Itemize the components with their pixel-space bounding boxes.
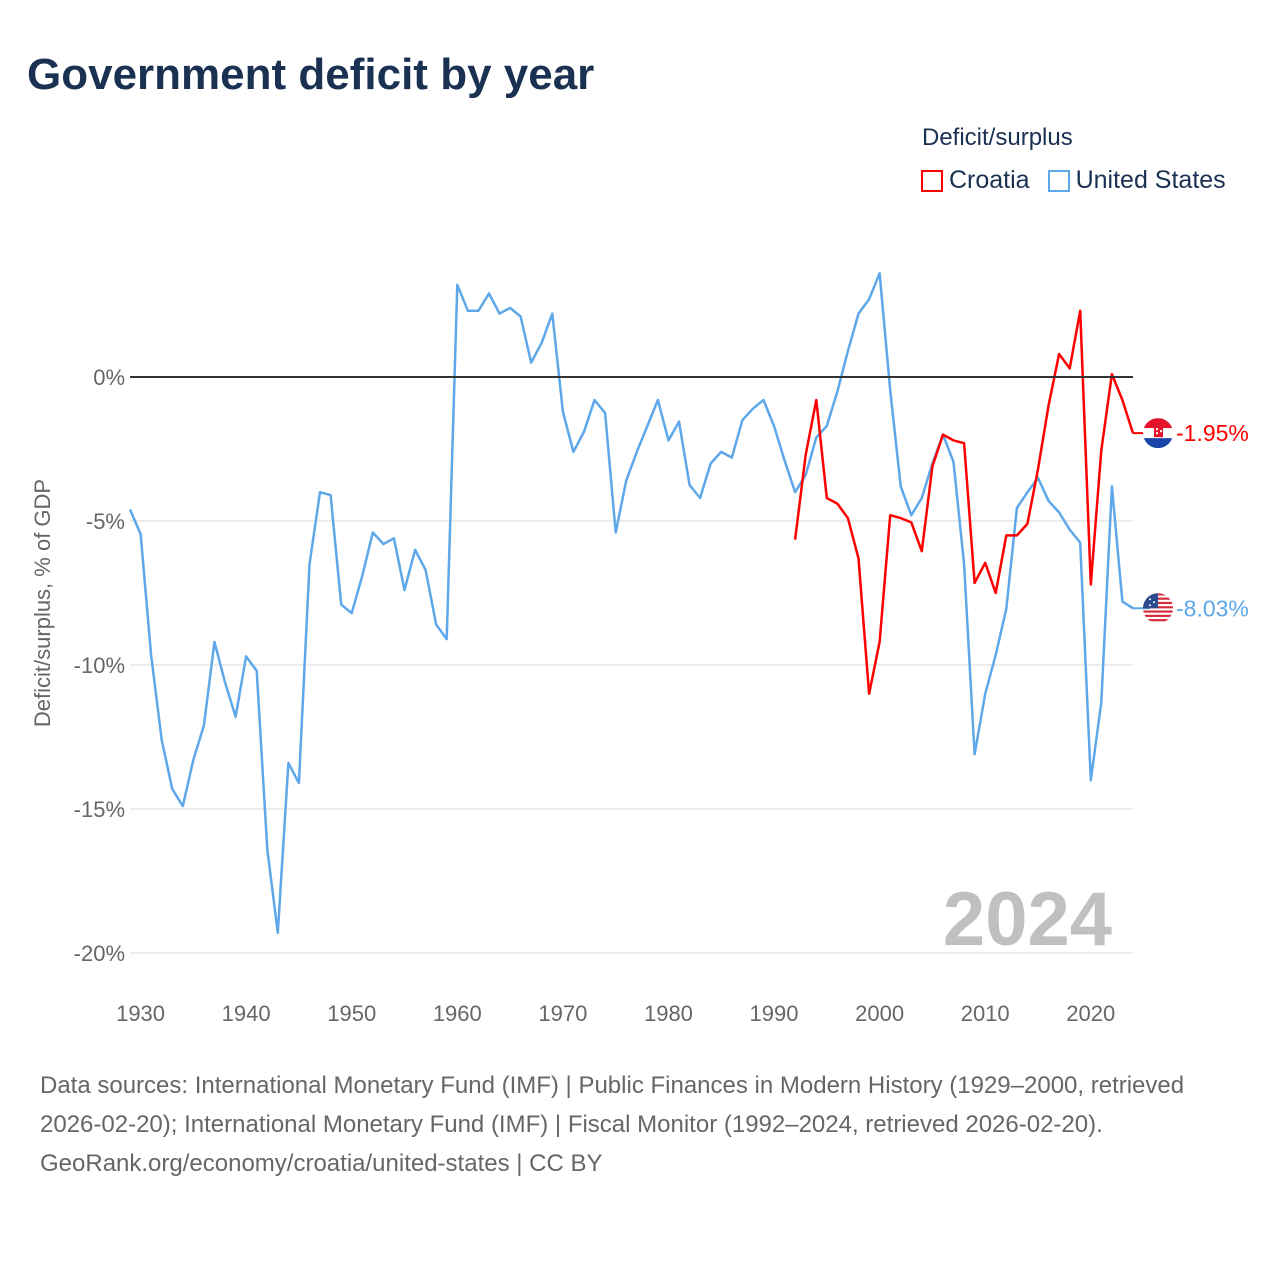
x-tick-label: 2000	[855, 1001, 904, 1026]
legend-swatch-croatia	[921, 169, 943, 192]
footer: Data sources: International Monetary Fun…	[40, 1066, 1240, 1183]
end-value-label-united-states: -8.03%	[1176, 595, 1249, 621]
y-tick-label: -5%	[86, 509, 125, 534]
x-tick-label: 1970	[538, 1001, 587, 1026]
y-tick-label: -10%	[74, 653, 125, 678]
series-line-croatia	[793, 309, 1135, 696]
legend: Croatia United States	[921, 166, 1226, 195]
legend-label-united-states: United States	[1075, 166, 1226, 194]
legend-swatch-united-states	[1047, 169, 1070, 192]
x-tick-label: 1930	[116, 1001, 165, 1026]
x-tick-label: 1960	[433, 1001, 482, 1026]
credit-link[interactable]: GeoRank.org/economy/croatia/united-state…	[40, 1150, 603, 1177]
x-tick-label: 1990	[750, 1001, 799, 1026]
x-tick-label: 1940	[222, 1001, 271, 1026]
legend-label-croatia: Croatia	[949, 166, 1030, 194]
x-tick-label: 1980	[644, 1001, 693, 1026]
x-tick-label: 2010	[961, 1001, 1010, 1026]
x-tick-label: 2020	[1066, 1001, 1115, 1026]
y-tick-label: -20%	[74, 941, 125, 966]
y-tick-label: -15%	[74, 797, 125, 822]
croatia-flag-icon	[1143, 418, 1173, 449]
legend-title: Deficit/surplus	[922, 124, 1073, 151]
data-sources: Data sources: International Monetary Fun…	[40, 1072, 1185, 1138]
y-axis-label: Deficit/surplus, % of GDP	[30, 479, 55, 727]
y-tick-label: 0%	[93, 365, 125, 390]
legend-item-united-states[interactable]: United States	[1047, 166, 1226, 195]
us-flag-icon	[1143, 593, 1173, 622]
x-tick-label: 1950	[327, 1001, 376, 1026]
end-value-label-croatia: -1.95%	[1176, 420, 1249, 446]
year-watermark: 2024	[943, 877, 1112, 962]
legend-item-croatia[interactable]: Croatia	[921, 166, 1030, 195]
series-line-united-states	[128, 272, 1134, 935]
chart-title: Government deficit by year	[27, 50, 595, 99]
